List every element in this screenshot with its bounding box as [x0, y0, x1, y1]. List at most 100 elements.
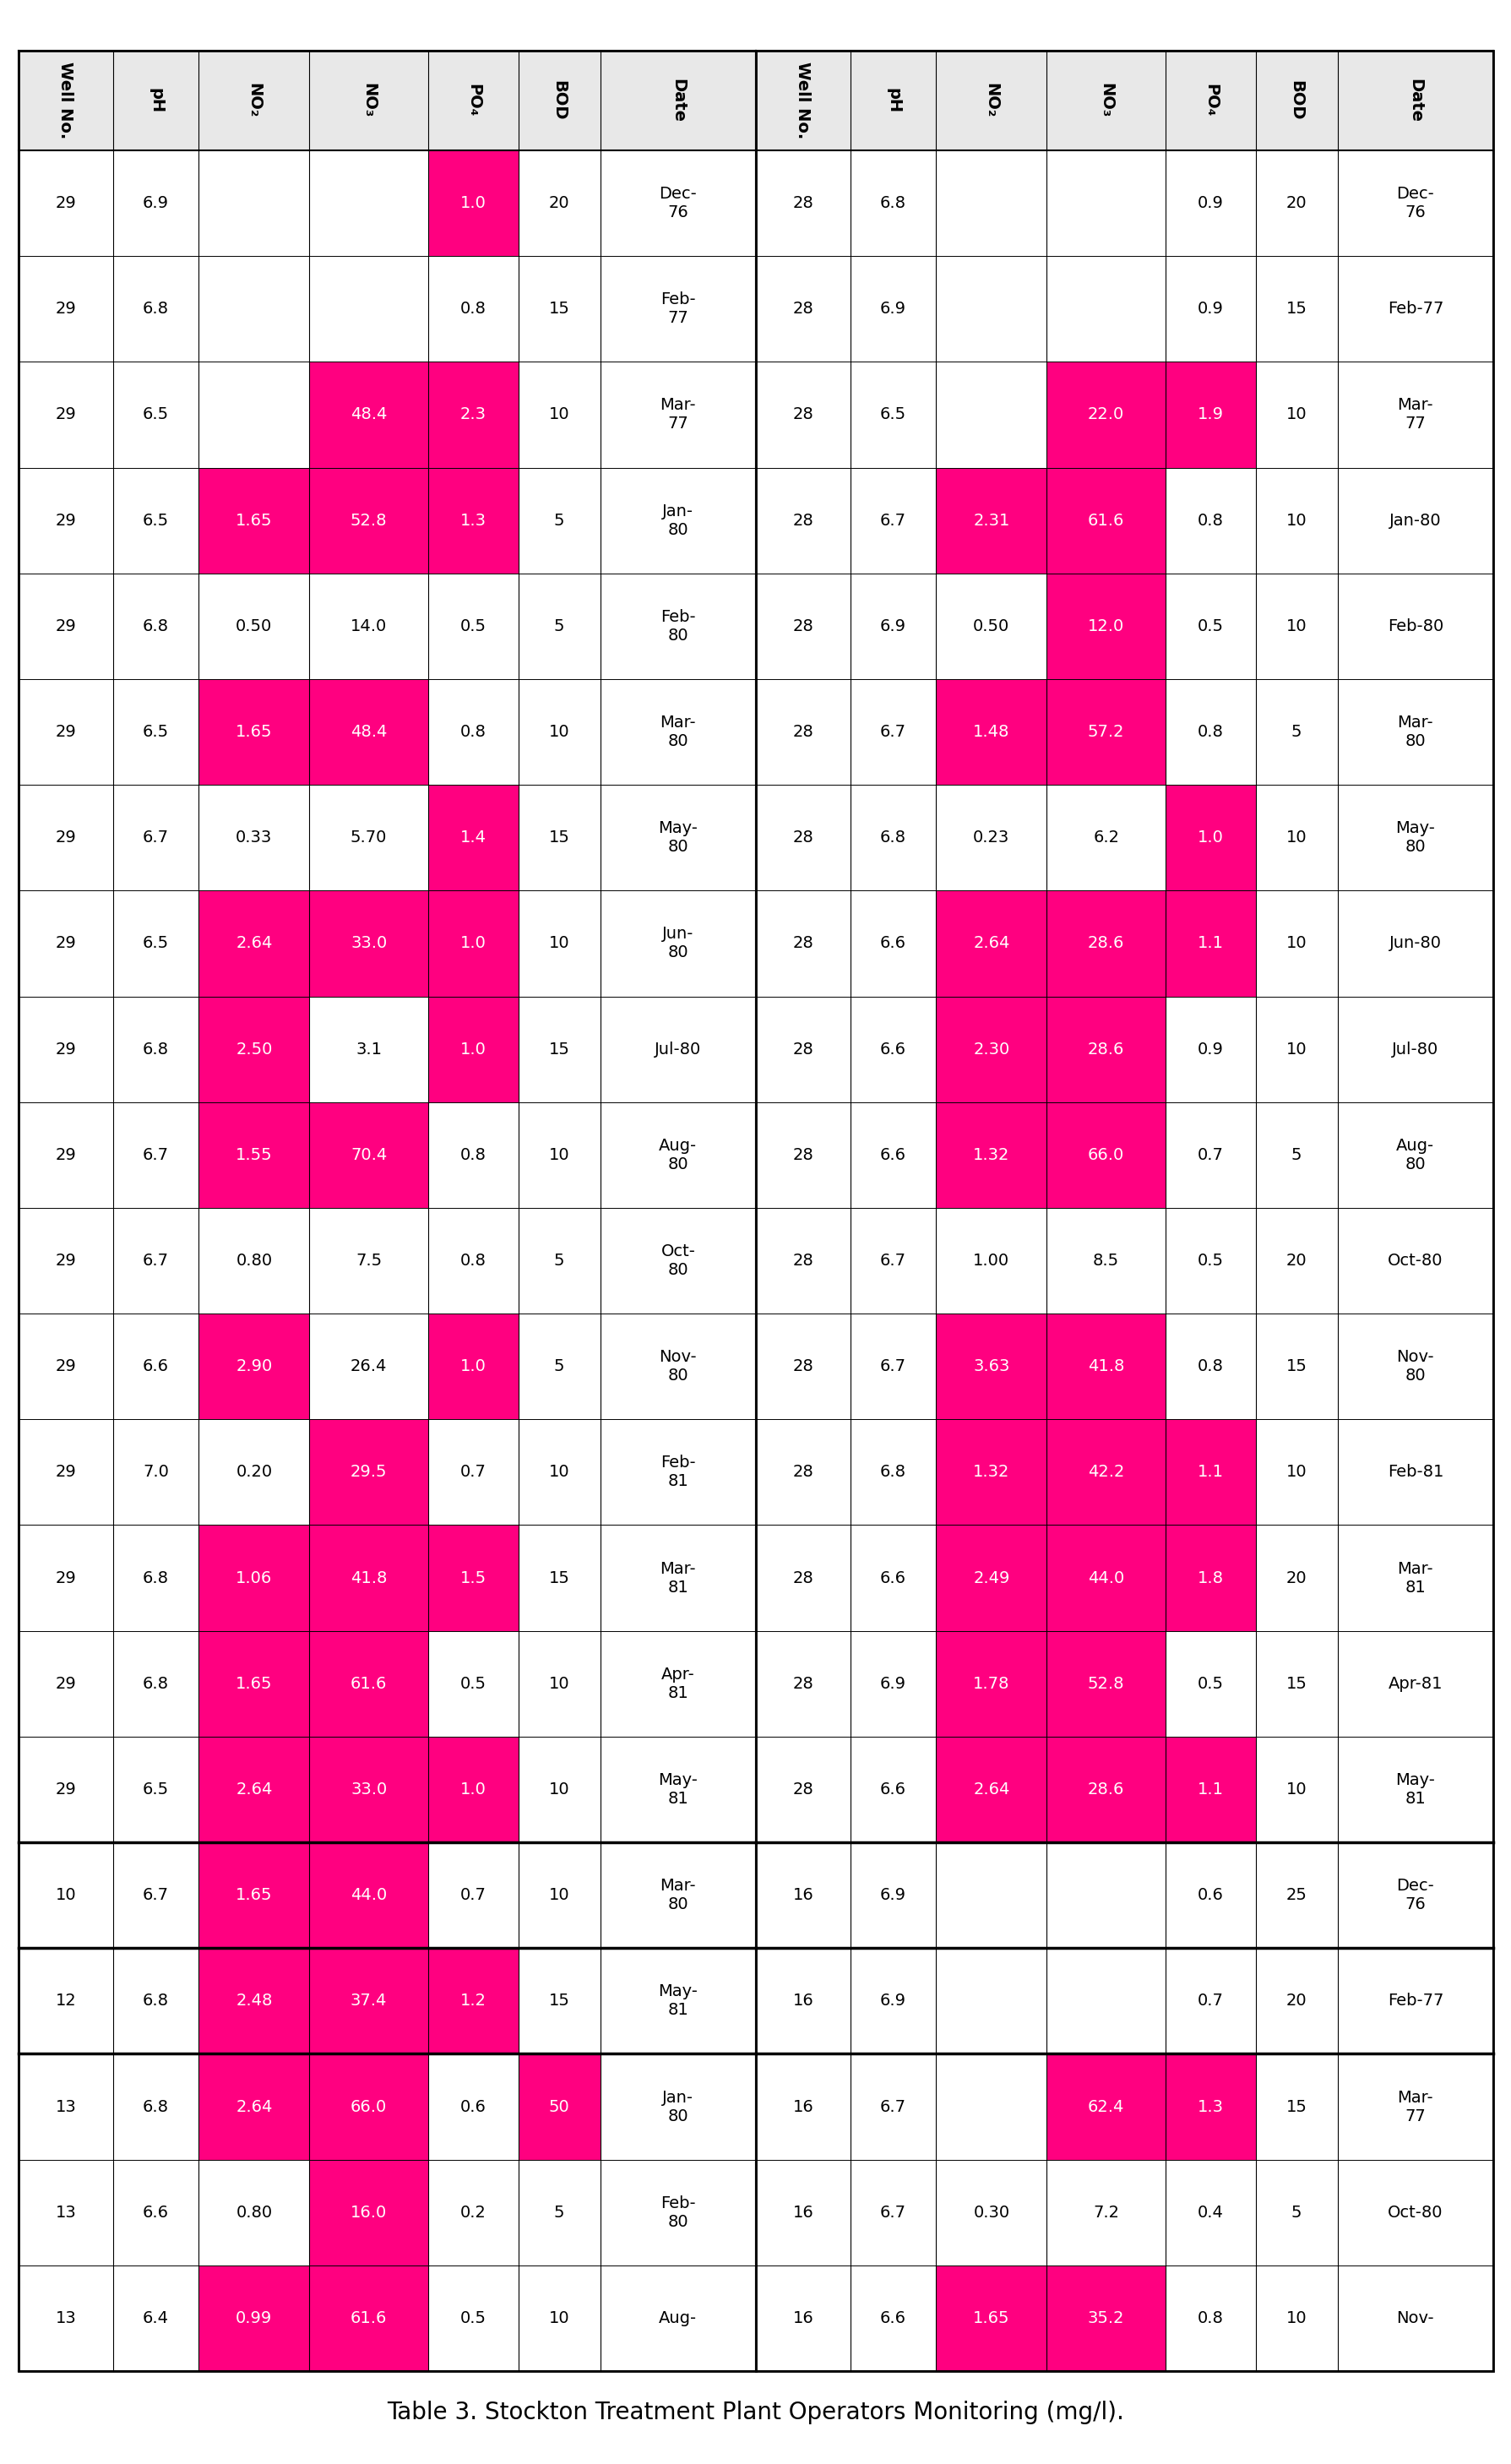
Text: 29: 29	[56, 1676, 76, 1693]
Text: 61.6: 61.6	[351, 1676, 387, 1693]
Bar	[935, 1419, 1046, 1525]
Bar	[1046, 1631, 1165, 1737]
Bar	[18, 1737, 113, 1843]
Text: May-
81: May- 81	[657, 1772, 698, 1806]
Bar	[756, 150, 849, 256]
Bar	[1337, 256, 1493, 362]
Text: 6.7: 6.7	[142, 1146, 169, 1163]
Text: 7.0: 7.0	[142, 1464, 169, 1481]
Bar	[1165, 574, 1256, 680]
Bar	[1046, 680, 1165, 786]
Text: May-
80: May- 80	[1395, 821, 1434, 855]
Bar	[1165, 1313, 1256, 1419]
Text: NO₂: NO₂	[982, 84, 999, 118]
Bar	[756, 1207, 849, 1313]
Bar	[428, 680, 518, 786]
Text: 1.2: 1.2	[459, 1993, 487, 2008]
Bar	[1337, 468, 1493, 574]
Bar	[1256, 1737, 1337, 1843]
Text: NO₂: NO₂	[246, 84, 261, 118]
Text: 0.7: 0.7	[459, 1464, 487, 1481]
Bar	[1046, 1313, 1165, 1419]
Bar	[428, 995, 518, 1101]
Text: 15: 15	[1286, 1676, 1307, 1693]
Bar	[18, 256, 113, 362]
Text: Feb-80: Feb-80	[1387, 618, 1443, 633]
Bar	[199, 1313, 310, 1419]
Text: Aug-: Aug-	[659, 2311, 697, 2326]
Text: 0.5: 0.5	[1197, 618, 1222, 633]
Bar	[113, 1631, 199, 1737]
Bar	[1165, 680, 1256, 786]
Bar	[113, 1313, 199, 1419]
Text: BOD: BOD	[1287, 81, 1304, 121]
Text: 1.0: 1.0	[459, 1358, 487, 1375]
Bar	[199, 680, 310, 786]
Bar	[199, 890, 310, 995]
Bar	[1165, 1949, 1256, 2055]
Text: 6.9: 6.9	[879, 301, 905, 318]
Text: 29: 29	[56, 1781, 76, 1799]
Bar	[518, 1737, 600, 1843]
Bar	[310, 1631, 428, 1737]
Text: 15: 15	[1286, 2099, 1307, 2114]
Bar	[1337, 1313, 1493, 1419]
Bar	[1165, 1101, 1256, 1207]
Bar	[756, 2055, 849, 2158]
Text: Jun-
80: Jun- 80	[662, 926, 694, 961]
Bar	[1256, 1207, 1337, 1313]
Bar	[428, 1737, 518, 1843]
Text: 2.30: 2.30	[973, 1042, 1009, 1057]
Text: Feb-77: Feb-77	[1387, 301, 1443, 318]
Bar	[518, 1101, 600, 1207]
Text: 10: 10	[1286, 1781, 1307, 1799]
Bar	[756, 574, 849, 680]
Text: 0.8: 0.8	[1197, 724, 1222, 739]
Text: 6.8: 6.8	[142, 1676, 169, 1693]
Text: 1.0: 1.0	[1197, 830, 1222, 845]
Bar	[849, 1737, 935, 1843]
Bar	[428, 256, 518, 362]
Bar	[199, 995, 310, 1101]
Text: 0.30: 0.30	[973, 2205, 1009, 2220]
Bar	[600, 1737, 756, 1843]
Bar	[199, 1525, 310, 1631]
Bar	[428, 1525, 518, 1631]
Text: 6.7: 6.7	[879, 1252, 905, 1269]
Bar	[113, 995, 199, 1101]
Bar	[113, 1525, 199, 1631]
Bar	[1337, 1949, 1493, 2055]
Bar	[1337, 890, 1493, 995]
Text: 0.50: 0.50	[236, 618, 272, 633]
Bar	[1165, 890, 1256, 995]
Text: 8.5: 8.5	[1092, 1252, 1118, 1269]
Bar	[1256, 995, 1337, 1101]
Text: 29: 29	[56, 195, 76, 212]
Bar	[756, 362, 849, 468]
Text: 10: 10	[548, 1887, 570, 1902]
Text: Jan-
80: Jan- 80	[662, 2089, 694, 2124]
Bar	[518, 574, 600, 680]
Text: 0.9: 0.9	[1197, 195, 1222, 212]
Text: 12: 12	[56, 1993, 76, 2008]
Bar	[1337, 2055, 1493, 2158]
Text: Jan-80: Jan-80	[1389, 513, 1440, 527]
Bar	[935, 1843, 1046, 1949]
Bar	[600, 1525, 756, 1631]
Bar	[1046, 362, 1165, 468]
Bar	[1256, 1949, 1337, 2055]
Bar	[849, 1207, 935, 1313]
Text: 29: 29	[56, 1464, 76, 1481]
Bar	[518, 2158, 600, 2264]
Bar	[18, 468, 113, 574]
Bar	[518, 1631, 600, 1737]
Text: 41.8: 41.8	[1088, 1358, 1124, 1375]
Text: 6.5: 6.5	[142, 724, 169, 739]
Text: 15: 15	[548, 1993, 570, 2008]
Text: 6.6: 6.6	[879, 1042, 905, 1057]
Text: 3.1: 3.1	[355, 1042, 382, 1057]
Bar	[199, 1207, 310, 1313]
Text: Dec-
76: Dec- 76	[1396, 185, 1434, 222]
Text: 1.65: 1.65	[236, 513, 272, 527]
Text: 10: 10	[548, 1676, 570, 1693]
